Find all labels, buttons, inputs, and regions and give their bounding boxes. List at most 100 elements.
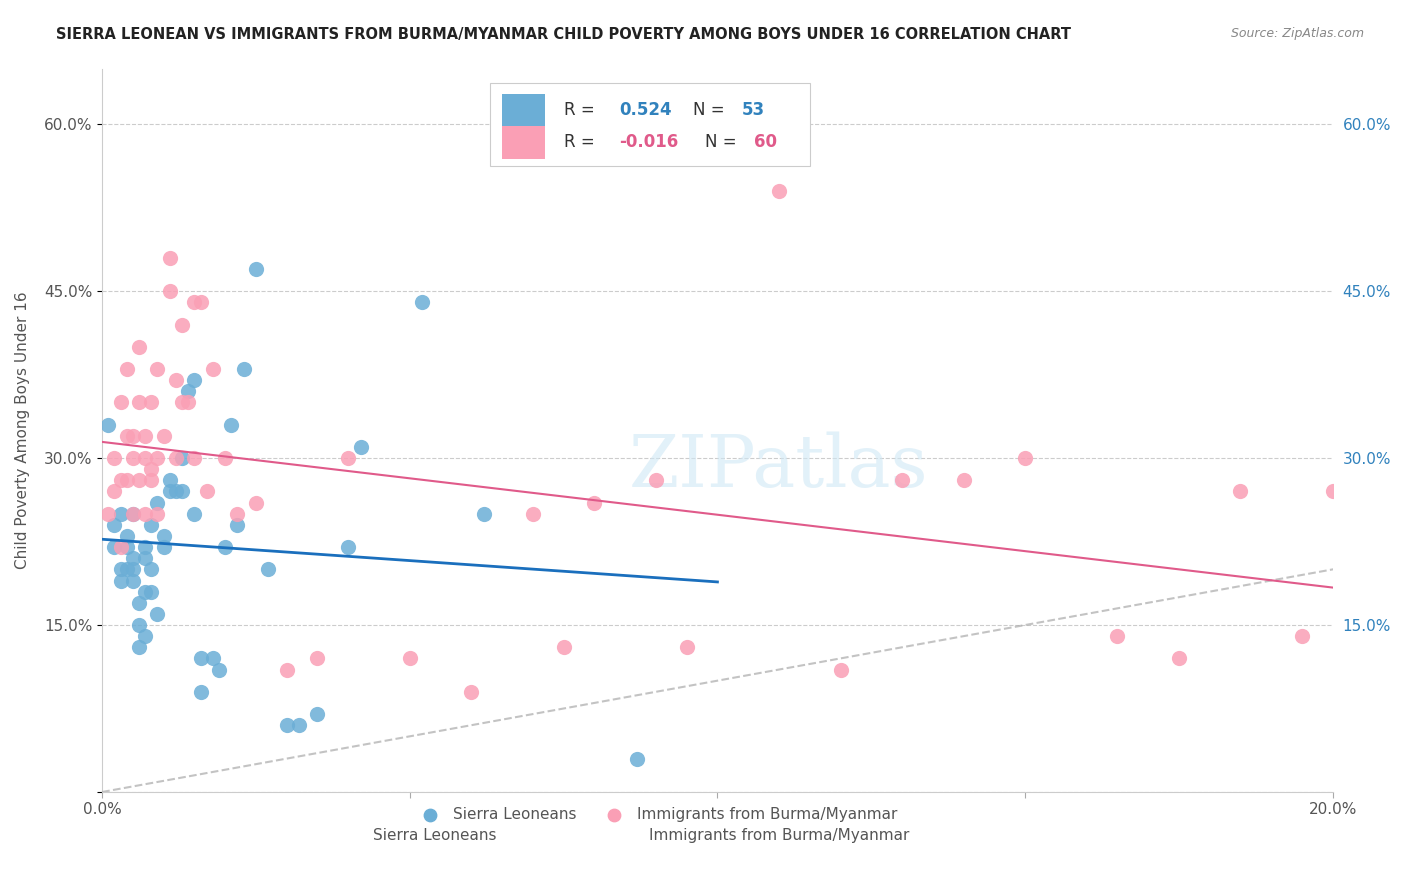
Point [190, 295, 212, 310]
Point [460, 685, 482, 699]
Text: 53: 53 [742, 102, 765, 120]
Point [122, 562, 145, 576]
Text: ZIPatlas: ZIPatlas [628, 431, 929, 501]
Point [1168, 651, 1191, 665]
Point [583, 495, 606, 509]
Point [128, 618, 150, 632]
Point [110, 395, 132, 409]
Point [288, 718, 311, 732]
Point [226, 507, 249, 521]
Point [134, 429, 156, 443]
Point [128, 596, 150, 610]
Point [141, 395, 163, 409]
Point [141, 473, 163, 487]
Point [110, 473, 132, 487]
Point [115, 429, 138, 443]
Point [522, 507, 544, 521]
Legend: Sierra Leoneans, Immigrants from Burma/Myanmar: Sierra Leoneans, Immigrants from Burma/M… [408, 800, 904, 828]
Point [146, 507, 169, 521]
Point [110, 562, 132, 576]
Point [245, 261, 267, 276]
Text: Source: ZipAtlas.com: Source: ZipAtlas.com [1230, 27, 1364, 40]
Point [110, 507, 132, 521]
Point [115, 540, 138, 554]
Point [159, 284, 181, 298]
Point [152, 429, 174, 443]
Text: SIERRA LEONEAN VS IMMIGRANTS FROM BURMA/MYANMAR CHILD POVERTY AMONG BOYS UNDER 1: SIERRA LEONEAN VS IMMIGRANTS FROM BURMA/… [56, 27, 1071, 42]
Point [307, 651, 329, 665]
Point [122, 507, 145, 521]
Point [97, 417, 120, 432]
FancyBboxPatch shape [489, 83, 810, 166]
Point [110, 540, 132, 554]
Text: N =: N = [706, 133, 742, 152]
Text: Sierra Leoneans: Sierra Leoneans [373, 828, 496, 843]
Point [208, 663, 231, 677]
Text: 0.524: 0.524 [619, 102, 672, 120]
Point [152, 540, 174, 554]
Point [172, 451, 194, 466]
Text: Immigrants from Burma/Myanmar: Immigrants from Burma/Myanmar [648, 828, 910, 843]
Point [1291, 629, 1313, 643]
Text: R =: R = [564, 133, 599, 152]
Point [103, 540, 125, 554]
Point [128, 473, 150, 487]
Point [183, 507, 205, 521]
Point [232, 362, 254, 376]
Point [146, 362, 169, 376]
Point [103, 484, 125, 499]
Point [226, 517, 249, 532]
Point [472, 507, 495, 521]
Point [177, 384, 200, 399]
Point [122, 574, 145, 588]
Bar [502, 127, 546, 159]
Point [115, 529, 138, 543]
Point [307, 707, 329, 722]
Point [172, 484, 194, 499]
Point [165, 451, 187, 466]
Point [201, 362, 224, 376]
Point [183, 451, 205, 466]
Point [134, 629, 156, 643]
Point [152, 529, 174, 543]
Text: N =: N = [693, 102, 730, 120]
Point [134, 584, 156, 599]
Point [190, 651, 212, 665]
Point [134, 507, 156, 521]
Point [183, 295, 205, 310]
Point [337, 540, 360, 554]
Point [675, 640, 697, 655]
Point [115, 473, 138, 487]
Point [134, 540, 156, 554]
Point [141, 562, 163, 576]
Point [1322, 484, 1344, 499]
Point [1107, 629, 1129, 643]
Point [141, 462, 163, 476]
Point [141, 584, 163, 599]
Point [257, 562, 280, 576]
Point [122, 451, 145, 466]
Point [276, 718, 298, 732]
Point [128, 640, 150, 655]
Point [159, 484, 181, 499]
Point [159, 251, 181, 265]
Point [190, 685, 212, 699]
Point [103, 517, 125, 532]
Point [146, 451, 169, 466]
Point [122, 507, 145, 521]
Point [110, 574, 132, 588]
Point [165, 373, 187, 387]
Point [398, 651, 420, 665]
Point [1229, 484, 1251, 499]
Point [830, 663, 852, 677]
Point [146, 607, 169, 621]
Point [952, 473, 974, 487]
Point [626, 751, 648, 765]
Point [553, 640, 575, 655]
Point [141, 517, 163, 532]
Point [214, 540, 236, 554]
Point [195, 484, 218, 499]
Point [221, 417, 243, 432]
Point [276, 663, 298, 677]
Point [103, 451, 125, 466]
